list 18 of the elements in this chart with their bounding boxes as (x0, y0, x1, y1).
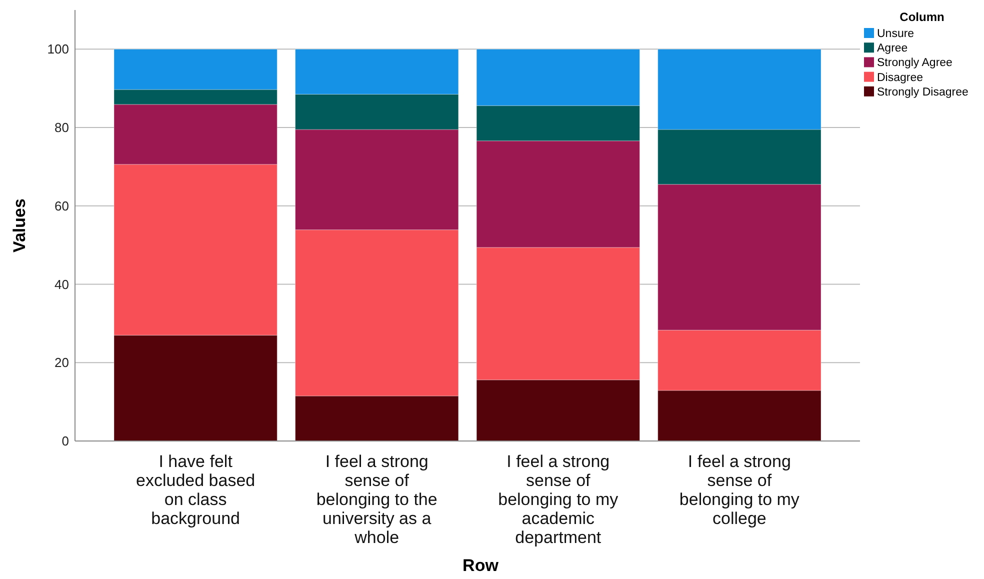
legend-label: Strongly Disagree (877, 86, 968, 98)
y-tick-label: 40 (54, 276, 69, 292)
legend-title: Column (900, 10, 944, 24)
x-tick-label: I have felt excluded based on class background (136, 452, 256, 528)
y-axis-title: Values (10, 198, 29, 252)
legend-label: Strongly Agree (877, 57, 952, 70)
x-axis-title: Row (462, 556, 500, 575)
x-tick-label: I feel a strong sense of belonging to the university as a whole (316, 452, 438, 547)
y-tick-label: 20 (54, 355, 69, 370)
y-tick-label: 80 (54, 120, 69, 136)
x-tick-label: I feel a strong sense of belonging to my college (679, 452, 800, 528)
legend-label: Agree (877, 42, 908, 55)
text: Disagree (877, 72, 924, 84)
y-tick-label: 0 (62, 434, 69, 449)
y-tick-label: 60 (54, 198, 69, 214)
legend-label: Unsure (877, 28, 914, 40)
y-tick-label: 100 (47, 42, 69, 57)
x-tick-label: I feel a strong sense of belonging to my academic department (498, 452, 619, 547)
